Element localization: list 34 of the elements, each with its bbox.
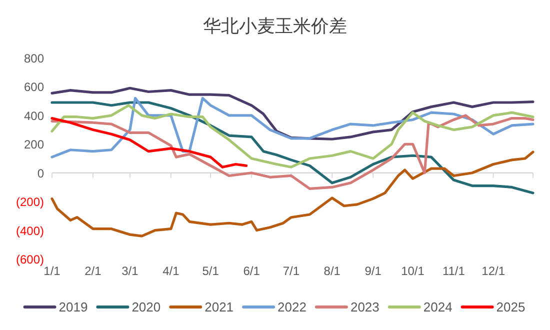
chart-title: 华北小麦玉米价差 bbox=[203, 16, 347, 37]
x-tick-label: 10/1 bbox=[401, 264, 425, 278]
x-tick-label: 3/1 bbox=[122, 264, 139, 278]
y-tick-label: 800 bbox=[24, 52, 44, 66]
line-series bbox=[50, 104, 534, 168]
x-tick-label: 4/1 bbox=[162, 264, 180, 278]
y-tick-label: 600 bbox=[24, 80, 44, 94]
x-tick-label: 12/1 bbox=[482, 264, 506, 278]
legend-label: 2019 bbox=[58, 300, 88, 314]
line-series bbox=[50, 117, 248, 168]
x-tick-label: 5/1 bbox=[202, 264, 220, 278]
x-tick-label: 9/1 bbox=[364, 264, 382, 278]
x-tick-label: 6/1 bbox=[243, 264, 260, 278]
y-tick-label: (400) bbox=[16, 224, 44, 238]
legend-label: 2021 bbox=[204, 300, 234, 314]
legend-label: 2023 bbox=[350, 300, 380, 314]
x-tick-label: 7/1 bbox=[282, 264, 300, 278]
x-tick-label: 11/1 bbox=[442, 264, 466, 278]
y-tick-label: 200 bbox=[24, 138, 44, 152]
legend-label: 2020 bbox=[132, 300, 161, 314]
line-series bbox=[50, 86, 534, 140]
line-series bbox=[50, 150, 534, 238]
legend-label: 2022 bbox=[278, 300, 306, 314]
y-tick-label: 400 bbox=[24, 108, 44, 123]
line-series bbox=[50, 101, 534, 194]
legend-label: 2025 bbox=[496, 300, 526, 314]
line-series bbox=[50, 114, 534, 190]
x-tick-label: 2/1 bbox=[84, 264, 102, 278]
x-tick-label: 8/1 bbox=[324, 264, 341, 278]
x-tick-label: 1/1 bbox=[44, 264, 61, 278]
y-tick-label: (600) bbox=[16, 252, 44, 266]
legend-label: 2024 bbox=[423, 300, 452, 314]
y-tick-label: 0 bbox=[37, 166, 44, 180]
y-tick-label: (200) bbox=[16, 195, 44, 210]
